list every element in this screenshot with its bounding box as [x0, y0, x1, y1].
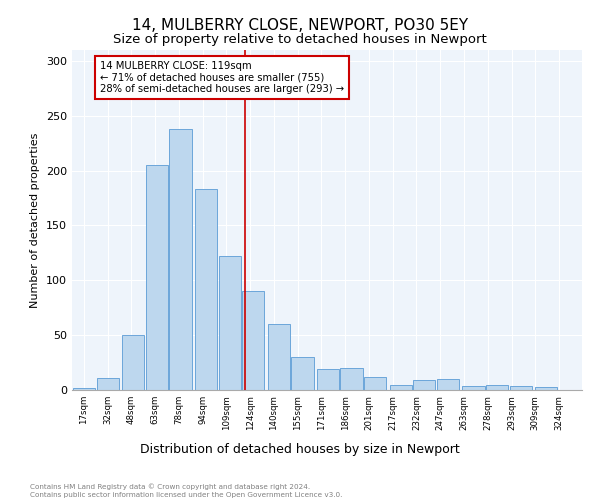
Bar — [195, 190, 217, 390]
Y-axis label: Number of detached properties: Number of detached properties — [31, 132, 40, 308]
Bar — [510, 386, 532, 390]
Bar — [389, 384, 412, 390]
Text: Contains HM Land Registry data © Crown copyright and database right 2024.
Contai: Contains HM Land Registry data © Crown c… — [30, 484, 343, 498]
Bar — [268, 324, 290, 390]
Bar — [122, 335, 144, 390]
Bar — [535, 386, 557, 390]
Bar — [317, 369, 339, 390]
Bar — [486, 384, 508, 390]
Bar — [463, 386, 485, 390]
Bar — [340, 368, 362, 390]
Bar — [218, 256, 241, 390]
Text: Distribution of detached houses by size in Newport: Distribution of detached houses by size … — [140, 442, 460, 456]
Bar — [97, 378, 119, 390]
Bar — [413, 380, 436, 390]
Bar — [242, 292, 265, 390]
Bar — [437, 379, 459, 390]
Bar — [169, 129, 191, 390]
Text: Size of property relative to detached houses in Newport: Size of property relative to detached ho… — [113, 32, 487, 46]
Bar — [292, 357, 314, 390]
Bar — [73, 388, 95, 390]
Bar — [146, 165, 168, 390]
Bar — [364, 377, 386, 390]
Text: 14 MULBERRY CLOSE: 119sqm
← 71% of detached houses are smaller (755)
28% of semi: 14 MULBERRY CLOSE: 119sqm ← 71% of detac… — [100, 61, 344, 94]
Text: 14, MULBERRY CLOSE, NEWPORT, PO30 5EY: 14, MULBERRY CLOSE, NEWPORT, PO30 5EY — [132, 18, 468, 32]
